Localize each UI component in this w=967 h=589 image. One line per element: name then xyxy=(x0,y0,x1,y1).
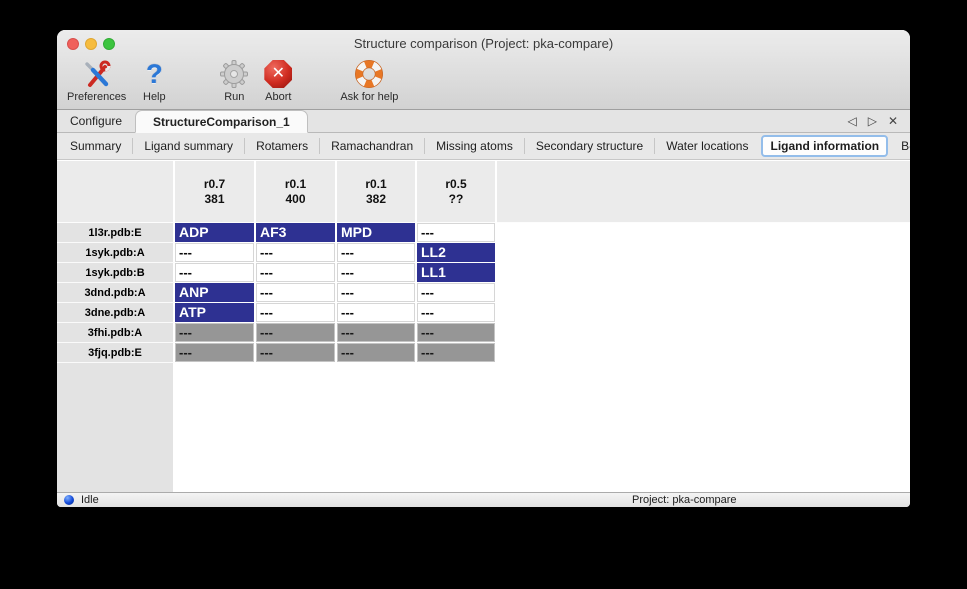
document-tab-bar: Configure StructureComparison_1 ◁ ▷ ✕ xyxy=(57,110,910,133)
toolbar-label: Abort xyxy=(265,91,292,103)
table-cell[interactable]: --- xyxy=(256,323,337,343)
table-cell[interactable]: --- xyxy=(417,343,497,363)
gear-icon xyxy=(218,58,250,90)
table-cell[interactable]: --- xyxy=(256,343,337,363)
table-cell[interactable]: --- xyxy=(337,243,417,263)
table-cell[interactable]: --- xyxy=(175,323,256,343)
tab-structurecomparison-1[interactable]: StructureComparison_1 xyxy=(135,110,308,133)
subtab-rotamers[interactable]: Rotamers xyxy=(244,138,319,154)
row-header[interactable]: 3fjq.pdb:E xyxy=(57,343,175,363)
subtab-ligand-information[interactable]: Ligand information xyxy=(761,135,889,157)
subtab-ligand-summary[interactable]: Ligand summary xyxy=(132,138,244,154)
table-cell[interactable]: LL1 xyxy=(417,263,497,283)
table-cell[interactable]: MPD xyxy=(337,223,417,243)
app-window: Structure comparison (Project: pka-compa… xyxy=(57,30,910,507)
table-cell[interactable]: LL2 xyxy=(417,243,497,263)
table-cell[interactable]: ATP xyxy=(175,303,256,323)
row-header[interactable]: 3dne.pdb:A xyxy=(57,303,175,323)
table-cell[interactable]: --- xyxy=(256,263,337,283)
subtab-ramachandran[interactable]: Ramachandran xyxy=(319,138,424,154)
status-project: Project: pka-compare xyxy=(632,494,737,506)
subtab-water-locations[interactable]: Water locations xyxy=(654,138,759,154)
lifebuoy-icon xyxy=(353,58,385,90)
toolbar: Preferences ? Help xyxy=(61,58,404,110)
close-button[interactable] xyxy=(67,38,79,50)
table-cell[interactable]: --- xyxy=(256,303,337,323)
row-header[interactable]: 3dnd.pdb:A xyxy=(57,283,175,303)
table-cell[interactable]: --- xyxy=(337,303,417,323)
subtab-summary[interactable]: Summary xyxy=(70,139,122,153)
tab-close-icon[interactable]: ✕ xyxy=(887,114,898,128)
tab-prev-icon[interactable]: ◁ xyxy=(847,114,857,128)
abort-button[interactable]: ✕ Abort xyxy=(256,58,300,103)
toolbar-label: Preferences xyxy=(67,91,127,103)
table-header-band xyxy=(57,161,910,223)
table-cell[interactable]: --- xyxy=(337,283,417,303)
table-cell[interactable]: --- xyxy=(337,263,417,283)
row-header[interactable]: 1syk.pdb:B xyxy=(57,263,175,283)
title-bar[interactable]: Structure comparison (Project: pka-compa… xyxy=(57,30,910,57)
window-title: Structure comparison (Project: pka-compa… xyxy=(353,36,614,51)
ligand-information-panel: r0.7 381 r0.1 400 r0.1 382 r0.5 ?? 1l3r.… xyxy=(57,160,910,492)
table-cell[interactable]: ADP xyxy=(175,223,256,243)
tools-icon xyxy=(81,58,113,90)
toolbar-label: Run xyxy=(224,91,245,103)
table-cell[interactable]: --- xyxy=(175,243,256,263)
corner-header-cell xyxy=(57,161,175,223)
subtab-b-factors[interactable]: B-factors xyxy=(901,139,910,153)
table-cell[interactable]: --- xyxy=(175,263,256,283)
toolbar-label: Help xyxy=(143,91,166,103)
status-bar: Idle Project: pka-compare xyxy=(57,492,910,507)
ask-for-help-button[interactable]: Ask for help xyxy=(334,58,404,103)
question-mark-icon: ? xyxy=(146,59,163,89)
table-cell[interactable]: --- xyxy=(256,243,337,263)
table-cell[interactable]: --- xyxy=(417,303,497,323)
window-chrome: Structure comparison (Project: pka-compa… xyxy=(57,30,910,110)
row-header[interactable]: 1l3r.pdb:E xyxy=(57,223,175,243)
tab-configure[interactable]: Configure xyxy=(70,114,123,128)
help-button[interactable]: ? Help xyxy=(132,58,176,103)
table-cell[interactable]: --- xyxy=(256,283,337,303)
tab-next-icon[interactable]: ▷ xyxy=(867,114,877,128)
run-button[interactable]: Run xyxy=(212,58,256,103)
subtab-secondary-structure[interactable]: Secondary structure xyxy=(523,138,654,154)
preferences-button[interactable]: Preferences xyxy=(61,58,132,103)
table-cell[interactable]: --- xyxy=(175,343,256,363)
row-header[interactable]: 1syk.pdb:A xyxy=(57,243,175,263)
table-cell[interactable]: AF3 xyxy=(256,223,337,243)
table-cell[interactable]: --- xyxy=(337,323,417,343)
result-tab-bar: Summary Ligand summary Rotamers Ramachan… xyxy=(57,133,910,160)
column-header[interactable]: r0.1 400 xyxy=(256,161,337,223)
table-cell[interactable]: --- xyxy=(337,343,417,363)
subtab-missing-atoms[interactable]: Missing atoms xyxy=(424,138,524,154)
minimize-button[interactable] xyxy=(85,38,97,50)
status-state: Idle xyxy=(81,494,99,506)
table-cell[interactable]: --- xyxy=(417,323,497,343)
zoom-button[interactable] xyxy=(103,38,115,50)
ligand-table: r0.7 381 r0.1 400 r0.1 382 r0.5 ?? 1l3r.… xyxy=(57,161,497,363)
table-cell[interactable]: ANP xyxy=(175,283,256,303)
toolbar-label: Ask for help xyxy=(340,91,399,103)
stop-x-icon: ✕ xyxy=(262,58,294,90)
column-header[interactable]: r0.1 382 xyxy=(337,161,417,223)
table-cell[interactable]: --- xyxy=(417,223,497,243)
column-header[interactable]: r0.7 381 xyxy=(175,161,256,223)
tab-nav: ◁ ▷ ✕ xyxy=(847,110,910,132)
status-indicator-icon xyxy=(64,495,74,505)
row-header[interactable]: 3fhi.pdb:A xyxy=(57,323,175,343)
table-cell[interactable]: --- xyxy=(417,283,497,303)
column-header[interactable]: r0.5 ?? xyxy=(417,161,497,223)
